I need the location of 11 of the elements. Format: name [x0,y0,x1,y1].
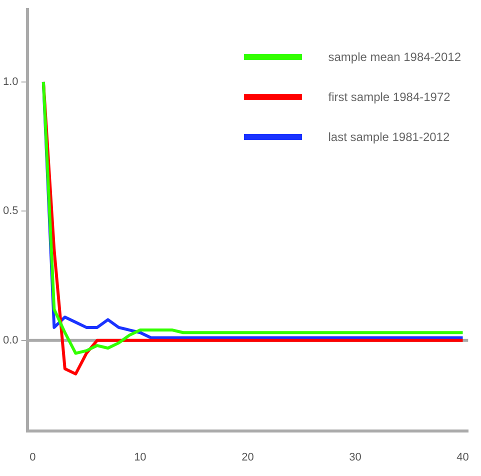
legend-label: last sample 1981-2012 [328,130,450,144]
x-tick-label: 30 [349,451,362,464]
legend-label: sample mean 1984-2012 [328,50,461,64]
y-tick-label: 0.5 [2,205,18,218]
legend-label: first sample 1984-1972 [328,90,450,104]
x-tick-label: 40 [456,451,469,464]
y-tick-label: 0.0 [2,334,18,346]
x-tick-label: 20 [242,451,254,464]
x-tick-label: 10 [134,451,146,464]
y-tick-label: 1.0 [2,76,18,88]
x-tick-label: 0 [30,451,36,464]
